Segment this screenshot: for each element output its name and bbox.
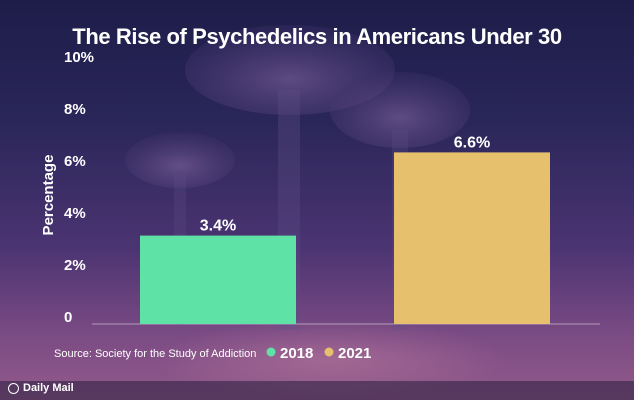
- y-tick-label: 10%: [64, 49, 94, 66]
- logo-text: Daily Mail: [23, 382, 74, 394]
- source-note: Source: Society for the Study of Addicti…: [54, 348, 256, 360]
- logo-icon: [8, 382, 19, 394]
- value-label-2021: 6.6%: [454, 134, 490, 151]
- daily-mail-logo: Daily Mail: [8, 382, 74, 394]
- y-tick-label: 6%: [64, 153, 86, 170]
- legend-label-2018: 2018: [280, 345, 313, 362]
- bars: [140, 152, 550, 324]
- y-axis-label: Percentage: [40, 155, 57, 236]
- y-tick-label: 2%: [64, 257, 86, 274]
- bar-2018: [140, 235, 296, 324]
- legend-label-2021: 2021: [338, 345, 371, 362]
- legend-swatch-2021: [324, 347, 334, 357]
- legend: 2018 2021: [266, 345, 371, 362]
- value-label-2018: 3.4%: [200, 218, 236, 235]
- y-axis-ticks: 0 2% 4% 6% 8% 10%: [64, 49, 94, 326]
- legend-swatch-2018: [266, 347, 276, 357]
- chart-title: The Rise of Psychedelics in Americans Un…: [72, 24, 562, 49]
- bar-2021: [394, 152, 550, 324]
- value-labels: 3.4% 6.6%: [200, 134, 490, 234]
- footer-bar: [0, 381, 634, 400]
- y-tick-label: 8%: [64, 101, 86, 118]
- y-tick-label: 4%: [64, 205, 86, 222]
- y-tick-label: 0: [64, 309, 72, 326]
